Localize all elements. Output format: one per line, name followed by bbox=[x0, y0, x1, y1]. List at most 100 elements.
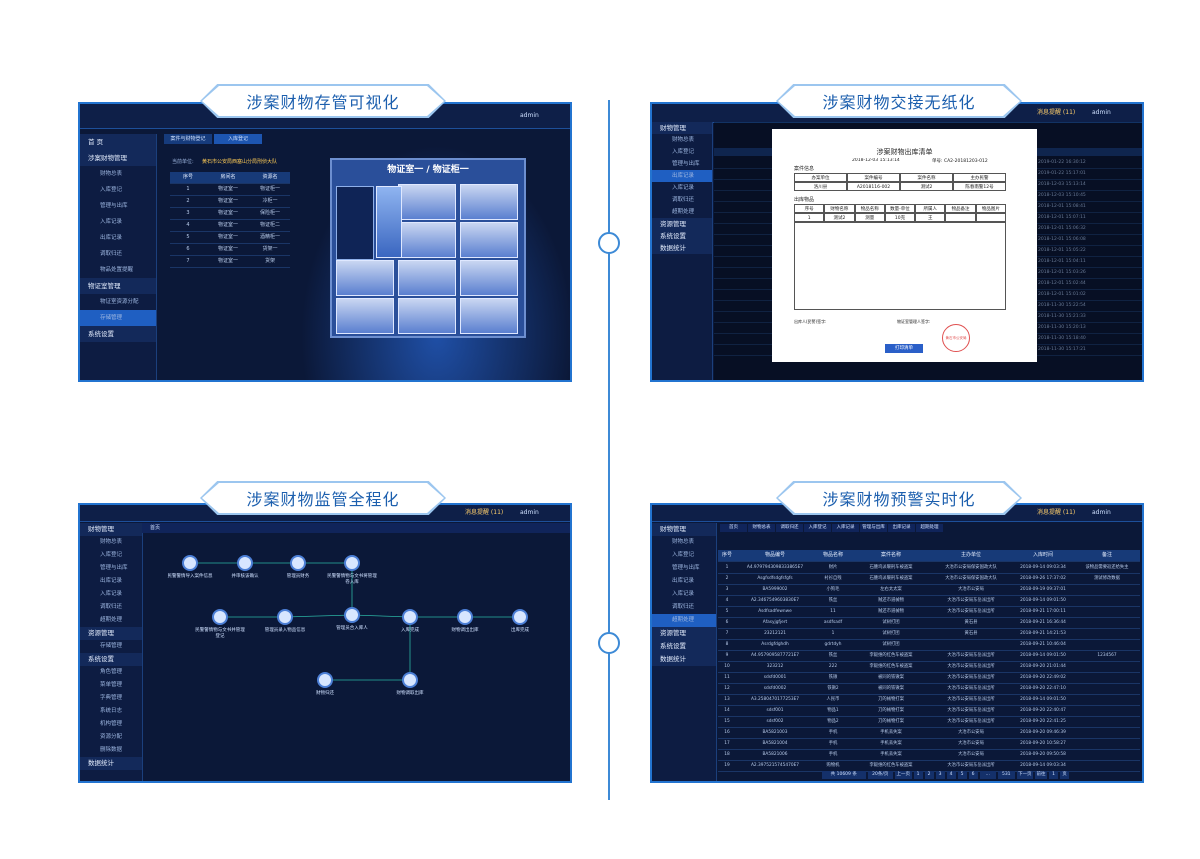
banner: 涉案财物预警实时化 bbox=[776, 481, 1022, 515]
list-date: 2018-12-01 15:01:02 bbox=[1038, 292, 1086, 297]
cell: 案件编号 bbox=[847, 173, 900, 182]
menu-item: 数据统计 bbox=[652, 653, 716, 666]
table-cell: 黄石县 bbox=[930, 628, 1012, 640]
pager-item[interactable]: 1 bbox=[913, 771, 923, 779]
menu-item: 删除数据 bbox=[100, 747, 123, 753]
table-cell: 1 bbox=[814, 628, 852, 640]
table-cell: 1 bbox=[718, 562, 736, 574]
table-cell: 物证室一 bbox=[206, 184, 250, 196]
table-cell: 冷柜一 bbox=[250, 196, 290, 208]
table-cell: 铁锹 bbox=[814, 672, 852, 684]
pager-item[interactable]: ... bbox=[979, 771, 996, 779]
table-cell: A2.3467549603830E7 bbox=[736, 595, 814, 607]
tab: 入库登记 bbox=[804, 524, 831, 532]
table-cell: 手机丢失案 bbox=[852, 738, 930, 750]
pager-item[interactable]: 5 bbox=[957, 771, 967, 779]
pager-item[interactable]: 前往 bbox=[1035, 771, 1047, 779]
menu-item: 入库登记 bbox=[100, 187, 123, 193]
tab: 入库登记 bbox=[214, 134, 262, 144]
cell: 所属人 bbox=[915, 204, 946, 213]
sidebar bbox=[80, 523, 143, 781]
notice: 消息提醒 (11) bbox=[465, 509, 504, 516]
tab: 入库记录 bbox=[832, 524, 859, 532]
cabinet-title: 物证室一 / 物证柜一 bbox=[387, 165, 469, 175]
table-cell: 物品1 bbox=[814, 705, 852, 717]
flow-icon bbox=[457, 609, 473, 625]
flow-label: 出库完成 bbox=[511, 628, 529, 633]
table-cell: 贼还市道械物 bbox=[852, 606, 930, 618]
table-cell: 手机 bbox=[814, 727, 852, 739]
menu-item: 出库记录 bbox=[652, 170, 712, 182]
menu-item: 首 页 bbox=[80, 134, 156, 150]
table-cell: 8 bbox=[718, 639, 736, 651]
table-cell: 2018-09-20 09:50:58 bbox=[1012, 749, 1074, 761]
pager-item[interactable]: 上一页 bbox=[895, 771, 912, 779]
pager-item[interactable]: 20条/页 bbox=[867, 771, 893, 779]
menu-item: 调取归还 bbox=[672, 197, 695, 203]
print-button[interactable]: 打印清单 bbox=[885, 344, 923, 353]
cell bbox=[975, 213, 1006, 222]
pager-item[interactable]: 6 bbox=[968, 771, 978, 779]
table-cell: 2018-09-20 22:41:25 bbox=[1012, 716, 1074, 728]
list-date: 2018-12-01 15:06:32 bbox=[1038, 226, 1086, 231]
menu-item: 数据统计 bbox=[652, 242, 712, 254]
table-cell: 15 bbox=[718, 716, 736, 728]
table-cell: 人民币 bbox=[814, 694, 852, 706]
cell: 王 bbox=[915, 213, 946, 222]
table-cell: Asgfsdfsdgfsfgfs bbox=[736, 573, 814, 585]
menu-item: 系统设置 bbox=[652, 640, 716, 653]
list-date: 2018-11-30 15:20:13 bbox=[1038, 325, 1086, 330]
table-cell: 大冶市公安局 bbox=[930, 727, 1012, 739]
table-cell: 11 bbox=[718, 672, 736, 684]
cell: 物品图片 bbox=[975, 204, 1006, 213]
table-cell: A4.9579095877721E7 bbox=[736, 650, 814, 662]
menu-item: 入库记录 bbox=[100, 591, 123, 597]
pager-item[interactable]: 531 bbox=[998, 771, 1015, 779]
table-header: 备注 bbox=[1074, 550, 1140, 562]
cell: 陈春南警12号 bbox=[953, 182, 1006, 191]
table-header: 资源名 bbox=[250, 172, 290, 184]
pager-item[interactable]: 1 bbox=[1049, 771, 1058, 779]
pager-item[interactable]: 页 bbox=[1060, 771, 1069, 779]
menu-item: 超期处理 bbox=[100, 617, 123, 623]
table-cell: Asrdgfdghdh bbox=[736, 639, 814, 651]
user: admin bbox=[520, 112, 539, 119]
table-cell: A4.9797943098333865E7 bbox=[736, 562, 814, 574]
pager-item[interactable]: 共 10609 条 bbox=[822, 771, 866, 779]
menu-item: 财物管理 bbox=[652, 122, 712, 134]
table-cell bbox=[1074, 595, 1140, 607]
table-cell: 3 bbox=[170, 208, 206, 220]
list-date: 2018-11-30 15:18:40 bbox=[1038, 336, 1086, 341]
table-cell: 刀的械物打案 bbox=[852, 716, 930, 728]
cell: 1 bbox=[794, 213, 825, 222]
menu-item: 存储管理 bbox=[100, 643, 123, 649]
menu-item: 角色管理 bbox=[100, 669, 123, 675]
table-cell: 6 bbox=[718, 617, 736, 629]
menu-item: 管理与出库 bbox=[672, 565, 700, 571]
pager-item[interactable]: 3 bbox=[935, 771, 945, 779]
node bbox=[598, 632, 620, 654]
table-cell: 铁丝 bbox=[814, 595, 852, 607]
table-cell: 黄石县 bbox=[930, 617, 1012, 629]
table-cell: 物证柜一 bbox=[250, 184, 290, 196]
table-cell: 大冶市公安局东岳派出所 bbox=[930, 716, 1012, 728]
table-cell: BA5821003 bbox=[736, 727, 814, 739]
table-cell: 大冶市公安局东岳派出所 bbox=[930, 672, 1012, 684]
pager-item[interactable]: 4 bbox=[946, 771, 956, 779]
table-cell bbox=[1074, 749, 1140, 761]
pager-item[interactable]: 2 bbox=[924, 771, 934, 779]
table-cell: 1234567 bbox=[1074, 650, 1140, 662]
table-cell: 1 bbox=[170, 184, 206, 196]
cell: 案件名称 bbox=[900, 173, 953, 182]
tab: 管理与出库 bbox=[860, 524, 887, 532]
table-header: 序号 bbox=[718, 550, 736, 562]
list-date: 2018-12-01 15:05:22 bbox=[1038, 248, 1086, 253]
notice: 消息提醒 (11) bbox=[1037, 509, 1076, 516]
section: 出库物品 bbox=[794, 197, 815, 203]
notice: 消息提醒 (11) bbox=[1037, 109, 1076, 116]
table-cell: 4 bbox=[170, 220, 206, 232]
table-cell: BA5999002 bbox=[736, 584, 814, 596]
pager-item[interactable]: 下一页 bbox=[1016, 771, 1033, 779]
table-cell: 财片 bbox=[814, 562, 852, 574]
cell: 测试2 bbox=[900, 182, 953, 191]
